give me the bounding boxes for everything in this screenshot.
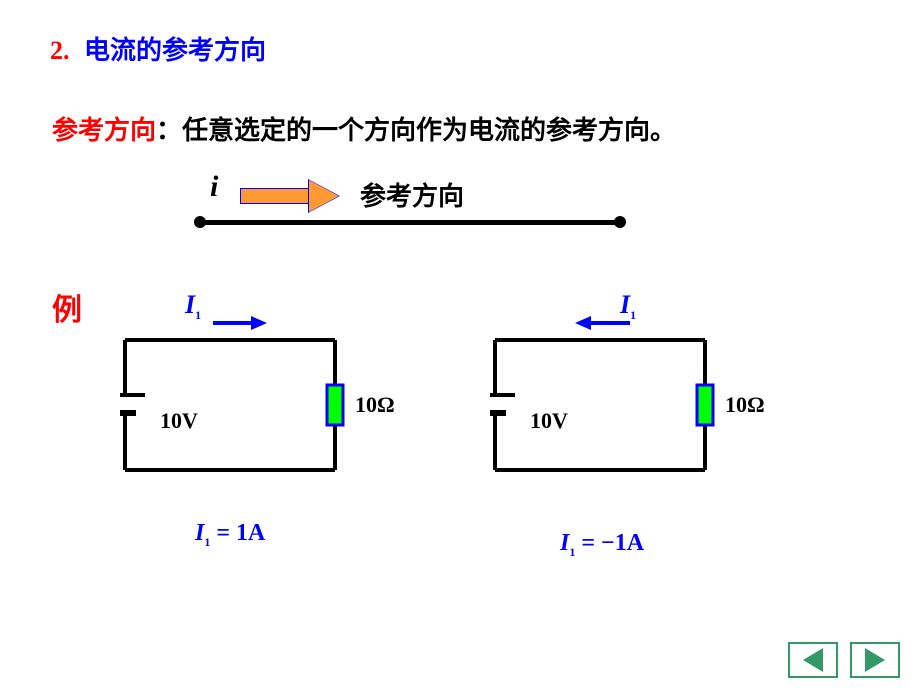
result-eq: = 1A xyxy=(210,520,265,546)
nav-buttons xyxy=(788,642,900,678)
next-icon xyxy=(865,648,885,672)
circuit-left-voltage: 10V xyxy=(160,408,198,434)
circuit-left: I1 10V 10Ω xyxy=(120,320,380,520)
reference-dot-right xyxy=(614,216,626,228)
variable-i: i xyxy=(210,170,218,204)
circuit-right-svg xyxy=(490,320,750,490)
reference-line xyxy=(200,220,620,225)
reference-arrow-icon xyxy=(240,182,340,210)
result-symbol: I xyxy=(560,530,569,556)
circuit-left-svg xyxy=(120,320,380,490)
definition-colon: ： xyxy=(156,116,182,145)
result-eq: = −1A xyxy=(575,530,644,556)
heading-title: 电流的参考方向 xyxy=(84,36,266,65)
reference-direction-diagram: i 参考方向 xyxy=(200,180,620,240)
prev-icon xyxy=(803,648,823,672)
example-label: 例 xyxy=(52,285,82,329)
i-symbol: I xyxy=(185,290,195,319)
result-symbol: I xyxy=(195,520,204,546)
definition-term: 参考方向 xyxy=(52,116,156,145)
prev-button[interactable] xyxy=(788,642,838,678)
next-button[interactable] xyxy=(850,642,900,678)
circuit-left-resistance: 10Ω xyxy=(355,392,395,418)
definition-line: 参考方向：任意选定的一个方向作为电流的参考方向。 xyxy=(52,110,676,147)
reference-dot-left xyxy=(194,216,206,228)
circuit-right-resistance: 10Ω xyxy=(725,392,765,418)
section-heading: 2. 电流的参考方向 xyxy=(50,30,266,67)
definition-desc: 任意选定的一个方向作为电流的参考方向。 xyxy=(182,116,676,145)
circuit-right-voltage: 10V xyxy=(530,408,568,434)
circuit-right-result: I1 = −1A xyxy=(560,530,644,560)
circuit-left-result: I1 = 1A xyxy=(195,520,265,550)
i-symbol: I xyxy=(620,290,630,319)
circuit-left-i-label: I1 xyxy=(185,290,201,323)
circuit-right: I1 10V 10Ω xyxy=(490,320,750,520)
reference-arrow-label: 参考方向 xyxy=(360,176,464,213)
heading-number: 2. xyxy=(50,36,70,65)
